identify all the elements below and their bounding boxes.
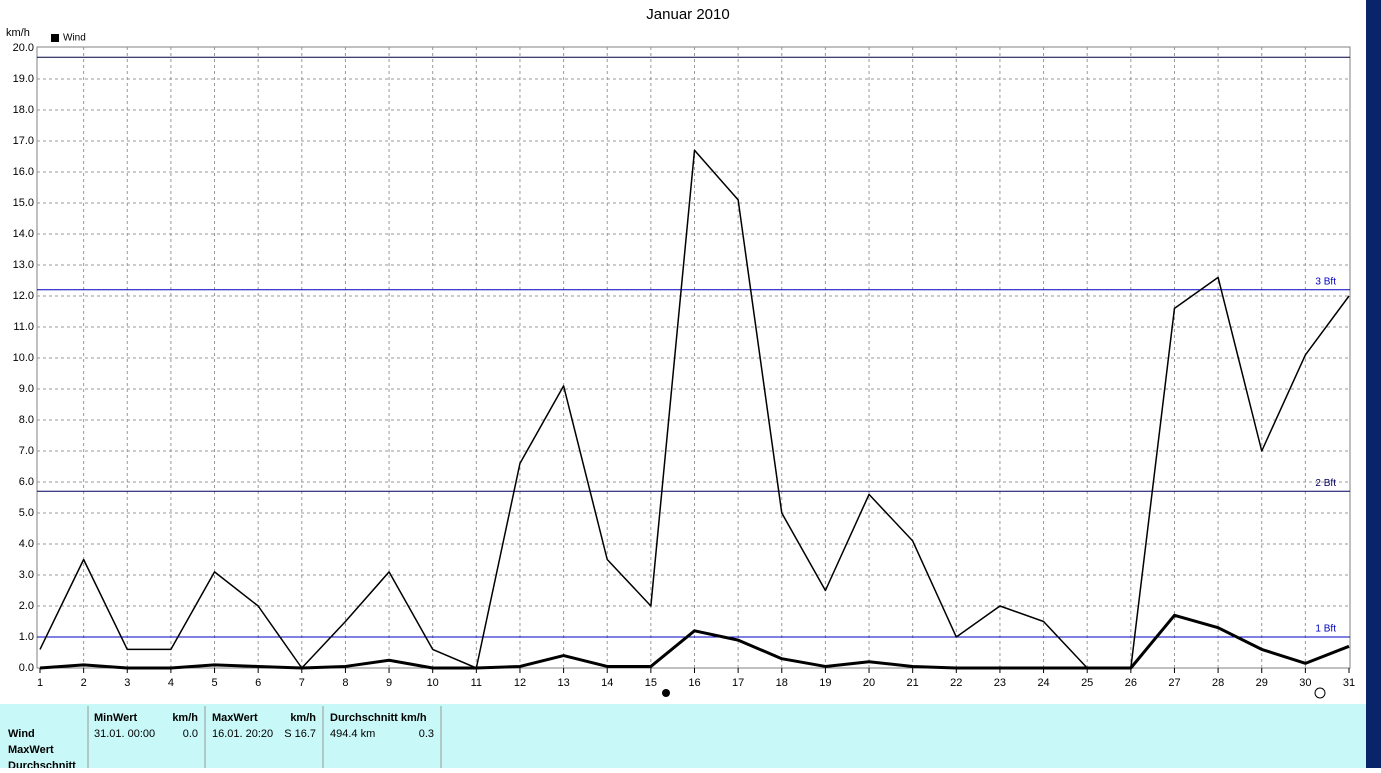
cell: S 16.7	[284, 728, 316, 740]
y-tick-label: 16.0	[13, 166, 34, 178]
y-tick-label: 8.0	[19, 414, 34, 426]
legend-label: Wind	[63, 33, 86, 44]
row-header: Wind	[8, 728, 35, 740]
y-tick-label: 1.0	[19, 631, 34, 643]
y-tick-label: 9.0	[19, 383, 34, 395]
y-tick-label: 6.0	[19, 476, 34, 488]
x-tick-label: 15	[645, 677, 657, 689]
y-unit: km/h	[6, 27, 30, 39]
cell: 16.01. 20:20	[212, 728, 273, 740]
stats-table: Wind MaxWert Durchschnitt MinWert km/h 3…	[0, 704, 1366, 772]
reference-label: 1 Bft	[1315, 624, 1336, 635]
x-tick-label: 6	[255, 677, 261, 689]
y-tick-label: 20.0	[13, 42, 34, 54]
col-unit: km/h	[290, 712, 316, 724]
col-title: Durchschnitt km/h	[330, 712, 427, 724]
x-tick-label: 3	[124, 677, 130, 689]
col-title: MaxWert	[212, 712, 258, 724]
y-tick-label: 5.0	[19, 507, 34, 519]
new-moon-icon	[662, 689, 670, 697]
x-tick-label: 27	[1168, 677, 1180, 689]
y-tick-label: 14.0	[13, 228, 34, 240]
x-tick-label: 20	[863, 677, 875, 689]
y-tick-label: 11.0	[13, 321, 34, 333]
y-tick-label: 3.0	[19, 569, 34, 581]
y-tick-label: 7.0	[19, 445, 34, 457]
reference-label: 3 Bft	[1315, 276, 1336, 287]
row-header: MaxWert	[8, 744, 54, 756]
x-tick-label: 1	[37, 677, 43, 689]
y-tick-label: 2.0	[19, 600, 34, 612]
y-tick-label: 10.0	[13, 352, 34, 364]
x-tick-label: 13	[557, 677, 569, 689]
legend-swatch	[51, 34, 59, 42]
x-tick-label: 23	[994, 677, 1006, 689]
x-tick-label: 25	[1081, 677, 1093, 689]
x-tick-label: 11	[471, 677, 482, 689]
col-title: MinWert	[94, 712, 138, 724]
cell: 0.0	[183, 728, 198, 740]
x-tick-label: 22	[950, 677, 962, 689]
x-tick-label: 12	[514, 677, 526, 689]
x-tick-label: 19	[819, 677, 831, 689]
y-tick-label: 13.0	[13, 259, 34, 271]
row-header: Durchschnitt	[8, 760, 76, 768]
x-tick-label: 4	[168, 677, 174, 689]
series-line	[39, 613, 1350, 670]
reference-label: 2 Bft	[1315, 478, 1336, 489]
x-tick-label: 9	[386, 677, 392, 689]
x-tick-label: 24	[1037, 677, 1049, 689]
chart-title: Januar 2010	[646, 6, 729, 23]
x-tick-label: 8	[342, 677, 348, 689]
x-tick-label: 29	[1256, 677, 1268, 689]
y-tick-label: 12.0	[13, 290, 34, 302]
x-tick-label: 26	[1125, 677, 1137, 689]
x-tick-label: 16	[688, 677, 700, 689]
side-bar	[1366, 0, 1381, 768]
x-tick-label: 17	[732, 677, 744, 689]
x-tick-label: 10	[427, 677, 439, 689]
x-tick-label: 2	[81, 677, 87, 689]
full-moon-icon	[1314, 687, 1326, 699]
y-tick-label: 15.0	[13, 197, 34, 209]
y-tick-label: 19.0	[13, 73, 34, 85]
x-tick-label: 7	[299, 677, 305, 689]
cell: 0.3	[419, 728, 434, 740]
x-tick-label: 21	[907, 677, 919, 689]
y-tick-label: 17.0	[13, 135, 34, 147]
x-tick-label: 5	[211, 677, 217, 689]
y-tick-label: 18.0	[13, 104, 34, 116]
table-bg	[0, 704, 1366, 768]
x-tick-label: 18	[776, 677, 788, 689]
x-tick-label: 28	[1212, 677, 1224, 689]
x-tick-label: 14	[601, 677, 613, 689]
y-tick-label: 4.0	[19, 538, 34, 550]
x-tick-label: 30	[1299, 677, 1311, 689]
y-tick-label: 0.0	[19, 662, 34, 674]
col-unit: km/h	[172, 712, 198, 724]
cell: 31.01. 00:00	[94, 728, 155, 740]
x-tick-label: 31	[1343, 677, 1355, 689]
cell: 494.4 km	[330, 728, 375, 740]
